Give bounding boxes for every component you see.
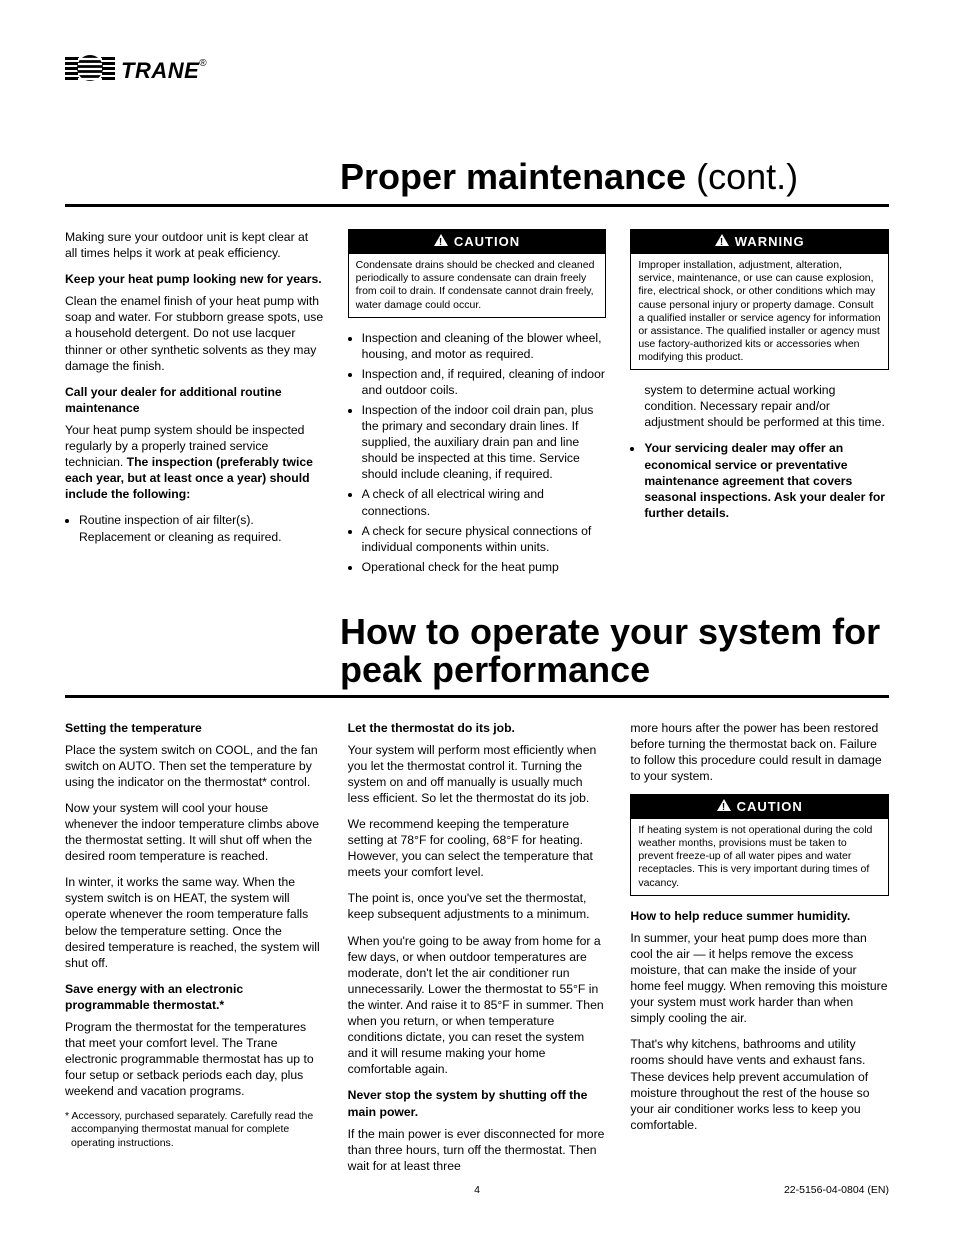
section1-rule <box>65 204 889 207</box>
s1c1-p2: Clean the enamel finish of your heat pum… <box>65 293 324 373</box>
s2c1-p2: Now your system will cool your house whe… <box>65 800 324 864</box>
warning-triangle-icon: ! <box>434 233 448 250</box>
caution-box-1: ! CAUTION Condensate drains should be che… <box>348 229 607 318</box>
s1c1-bullets: Routine inspection of air filter(s). Rep… <box>65 512 324 544</box>
s1c3-bullets: Your servicing dealer may offer an econo… <box>630 440 889 520</box>
svg-text:!: ! <box>439 237 443 246</box>
warning-body: Improper installation, adjustment, alter… <box>631 254 888 369</box>
page: TRANE® Proper maintenance (cont.) Making… <box>0 0 954 1224</box>
s1c2-b1: Inspection and cleaning of the blower wh… <box>362 330 607 362</box>
s1c1-p3: Your heat pump system should be inspecte… <box>65 422 324 502</box>
section2-col3: more hours after the power has been rest… <box>630 720 889 1184</box>
s2c1-h2: Save energy with an electronic programma… <box>65 981 324 1013</box>
section1-title-cont: (cont.) <box>686 156 798 197</box>
document-id: 22-5156-04-0804 (EN) <box>784 1184 889 1196</box>
s2c2-p3: The point is, once you've set the thermo… <box>348 890 607 922</box>
s1c2-b2: Inspection and, if required, cleaning of… <box>362 366 607 398</box>
s2c1-p4: Program the thermostat for the temperatu… <box>65 1019 324 1099</box>
brand-logo: TRANE® <box>65 55 889 86</box>
section2-col2: Let the thermostat do its job. Your syst… <box>348 720 607 1184</box>
s2c2-p5: If the main power is ever disconnected f… <box>348 1126 607 1174</box>
logo-text: TRANE® <box>121 58 207 84</box>
page-footer: 4 22-5156-04-0804 (EN) <box>65 1184 889 1196</box>
section1-col1: Making sure your outdoor unit is kept cl… <box>65 229 324 585</box>
s2c1-h1: Setting the temperature <box>65 720 324 736</box>
s2c2-h2: Never stop the system by shutting off th… <box>348 1087 607 1119</box>
s1c1-h2: Call your dealer for additional routine … <box>65 384 324 416</box>
section1-title-main: Proper maintenance <box>340 156 686 197</box>
s2c3-p2: In summer, your heat pump does more than… <box>630 930 889 1027</box>
s1c3-b1-text: Your servicing dealer may offer an econo… <box>644 441 885 519</box>
s1c2-b5: A check for secure physical connections … <box>362 523 607 555</box>
section1-col3: ! WARNING Improper installation, adjustme… <box>630 229 889 585</box>
section2-rule <box>65 695 889 698</box>
s1c3-p1: system to determine actual working condi… <box>644 382 889 430</box>
svg-text:!: ! <box>720 237 724 246</box>
s2c2-p4: When you're going to be away from home f… <box>348 933 607 1078</box>
logo-icon <box>65 55 115 86</box>
section2-col1: Setting the temperature Place the system… <box>65 720 324 1184</box>
svg-text:!: ! <box>721 802 725 811</box>
section2-columns: Setting the temperature Place the system… <box>65 720 889 1184</box>
s1c1-h1: Keep your heat pump looking new for year… <box>65 271 324 287</box>
caution-header-1: ! CAUTION <box>349 230 606 254</box>
section1-title: Proper maintenance (cont.) <box>65 156 889 198</box>
caution-header-2: ! CAUTION <box>631 795 888 819</box>
s2c3-h1: How to help reduce summer humidity. <box>630 908 889 924</box>
caution-body-1: Condensate drains should be checked and … <box>349 254 606 317</box>
registered-mark: ® <box>199 58 207 69</box>
caution-body-2: If heating system is not operational dur… <box>631 819 888 895</box>
s2c2-p2: We recommend keeping the temperature set… <box>348 816 607 880</box>
caution-label-2: CAUTION <box>737 799 803 814</box>
section1-columns: Making sure your outdoor unit is kept cl… <box>65 229 889 585</box>
s1c1-p1: Making sure your outdoor unit is kept cl… <box>65 229 324 261</box>
brand-name: TRANE <box>121 58 199 83</box>
s1c3-b1: Your servicing dealer may offer an econo… <box>644 440 889 520</box>
s2c2-h1: Let the thermostat do its job. <box>348 720 607 736</box>
s2c1-footnote: * Accessory, purchased separately. Caref… <box>65 1110 324 1151</box>
s2c3-p3: That's why kitchens, bathrooms and utili… <box>630 1036 889 1133</box>
caution-label-1: CAUTION <box>454 234 520 249</box>
section1-col2: ! CAUTION Condensate drains should be che… <box>348 229 607 585</box>
warning-box: ! WARNING Improper installation, adjustme… <box>630 229 889 370</box>
s2c1-p3: In winter, it works the same way. When t… <box>65 874 324 971</box>
page-number: 4 <box>474 1184 480 1196</box>
s1c2-b3: Inspection of the indoor coil drain pan,… <box>362 402 607 482</box>
s2c2-p1: Your system will perform most efficientl… <box>348 742 607 806</box>
s2c3-p1: more hours after the power has been rest… <box>630 720 889 784</box>
warning-label: WARNING <box>735 234 805 249</box>
s1c2-b4: A check of all electrical wiring and con… <box>362 486 607 518</box>
warning-header: ! WARNING <box>631 230 888 254</box>
s1c2-bullets: Inspection and cleaning of the blower wh… <box>348 330 607 575</box>
warning-triangle-icon: ! <box>715 233 729 250</box>
section2-title: How to operate your system for peak perf… <box>65 613 889 689</box>
warning-triangle-icon: ! <box>717 798 731 815</box>
caution-box-2: ! CAUTION If heating system is not operat… <box>630 794 889 896</box>
s1c1-b1: Routine inspection of air filter(s). Rep… <box>79 512 324 544</box>
s1c2-b6: Operational check for the heat pump <box>362 559 607 575</box>
s2c1-p1: Place the system switch on COOL, and the… <box>65 742 324 790</box>
